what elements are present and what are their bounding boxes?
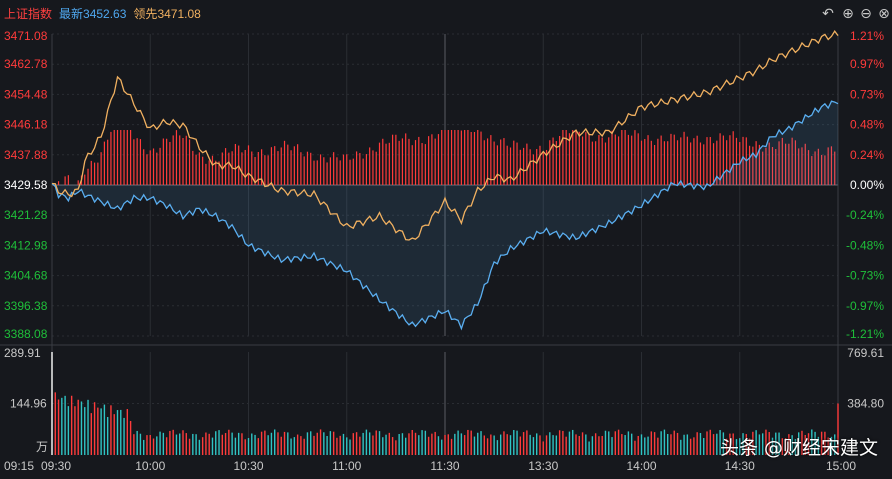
pct-tick-label: -0.97% (846, 299, 884, 313)
volume-tick-label: 769.61 (847, 346, 884, 360)
volume-tick-label: 384.80 (847, 397, 884, 411)
time-tick-label: 11:30 (430, 459, 459, 473)
price-tick-label: 3462.78 (4, 57, 48, 71)
price-tick-label: 3412.98 (4, 238, 48, 252)
price-tick-label: 3388.08 (4, 327, 48, 341)
price-tick-label: 3421.28 (4, 208, 48, 222)
time-tick-label: 10:30 (233, 459, 263, 473)
leading-line (51, 30, 839, 241)
index-area (52, 101, 838, 329)
latest-price: 最新3452.63 (59, 7, 126, 21)
volume-unit-label: 万 (36, 440, 48, 454)
pct-tick-label: 0.00% (850, 178, 884, 192)
pct-tick-label: -0.24% (846, 208, 884, 222)
time-tick-label: 14:30 (725, 459, 755, 473)
time-tick-label: 14:00 (626, 459, 656, 473)
pct-tick-label: 0.48% (850, 118, 884, 132)
pct-tick-label: 0.73% (850, 87, 884, 101)
zoom-out-icon[interactable]: ⊖ (860, 5, 872, 21)
price-tick-label: 3437.88 (4, 148, 48, 162)
pct-tick-label: 0.97% (850, 57, 884, 71)
watermark: 头条 @财经宋建文 (719, 437, 878, 459)
pct-tick-label: -0.73% (846, 269, 884, 283)
latest-value: 3452.63 (83, 7, 127, 21)
close-icon[interactable]: ⊗ (878, 5, 890, 21)
time-tick-label: 10:00 (135, 459, 165, 473)
chart-header: 上证指数 最新3452.63 领先3471.08 (4, 5, 208, 22)
latest-label: 最新 (59, 7, 84, 21)
price-tick-label: 3396.38 (4, 299, 48, 313)
index-line (51, 100, 839, 331)
pct-tick-label: 1.21% (850, 29, 884, 43)
leading-value: 3471.08 (157, 7, 201, 21)
time-tick-label: 09:30 (41, 459, 71, 473)
price-tick-label: 3454.48 (4, 87, 48, 101)
zoom-in-icon[interactable]: ⊕ (842, 5, 854, 21)
volume-tick-label: 289.91 (4, 346, 41, 360)
pct-tick-label: -0.48% (846, 238, 884, 252)
time-tick-label: 11:00 (332, 459, 361, 473)
volume-tick-label: 144.96 (10, 397, 47, 411)
price-tick-label: 3429.58 (4, 178, 48, 192)
price-tick-label: 3471.08 (4, 29, 48, 43)
index-name: 上证指数 (4, 7, 53, 21)
time-tick-label: 09:15 (4, 459, 34, 473)
pct-tick-label: 0.24% (850, 148, 884, 162)
time-tick-label: 13:30 (528, 459, 558, 473)
leading-label: 领先 (133, 7, 158, 21)
pct-tick-label: -1.21% (846, 327, 884, 341)
leading-price: 领先3471.08 (133, 7, 200, 21)
price-tick-label: 3446.18 (4, 118, 48, 132)
price-tick-label: 3404.68 (4, 269, 48, 283)
undo-icon[interactable]: ↶ (822, 5, 834, 21)
time-tick-label: 15:00 (826, 459, 856, 473)
